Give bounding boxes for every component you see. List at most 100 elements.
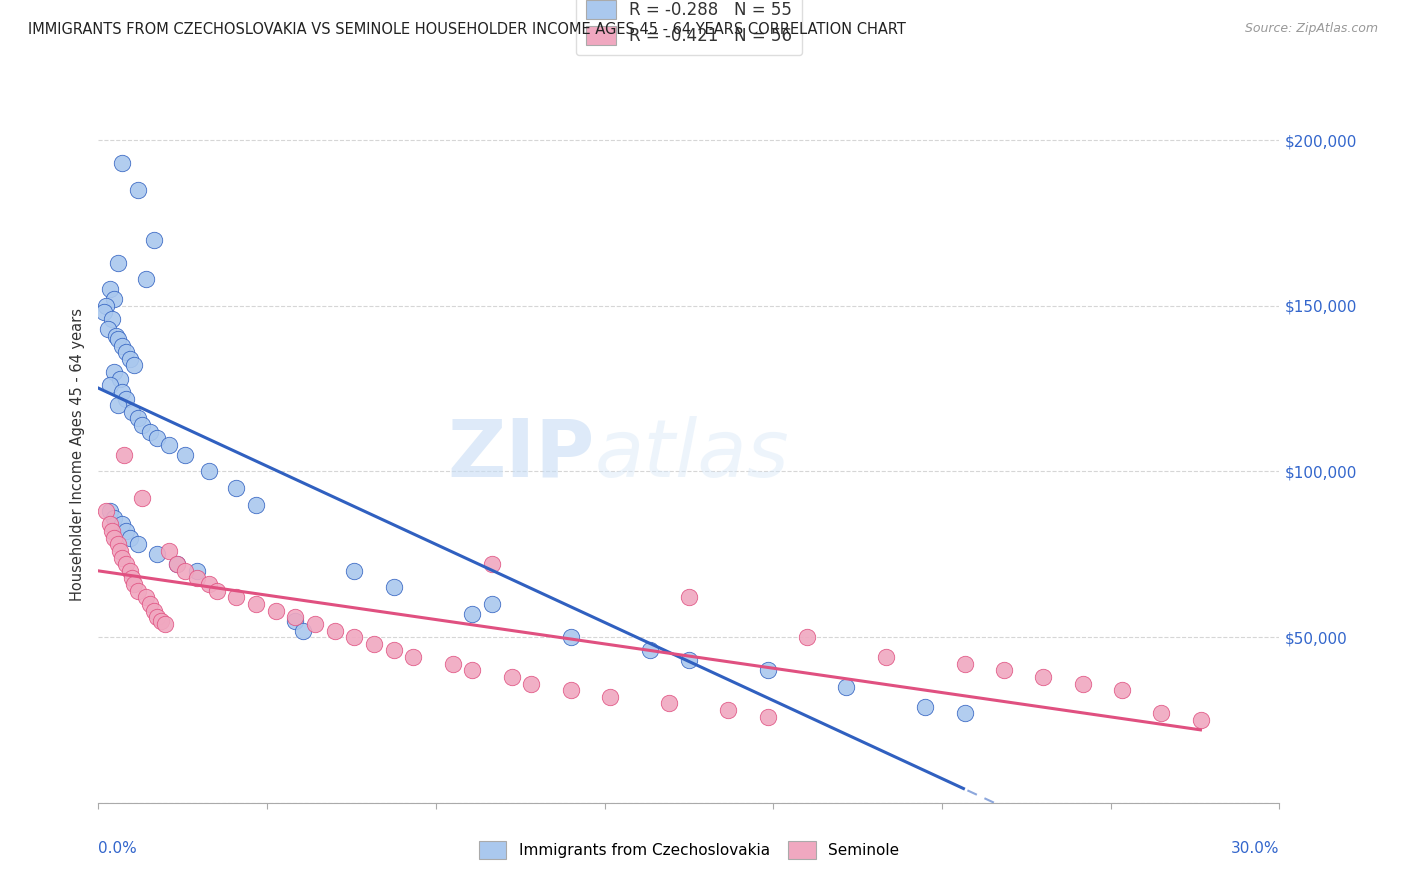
Point	[835, 680, 858, 694]
Point	[111, 156, 134, 170]
Point	[150, 614, 173, 628]
Point	[107, 537, 129, 551]
Point	[112, 448, 135, 462]
Point	[107, 256, 129, 270]
Point	[245, 498, 267, 512]
Point	[98, 504, 121, 518]
Point	[914, 699, 936, 714]
Point	[441, 657, 464, 671]
Point	[115, 524, 138, 538]
Point	[142, 233, 165, 247]
Point	[122, 577, 145, 591]
Point	[875, 650, 897, 665]
Point	[953, 657, 976, 671]
Point	[98, 517, 121, 532]
Point	[186, 570, 208, 584]
Point	[96, 299, 118, 313]
Point	[1189, 713, 1212, 727]
Point	[481, 597, 503, 611]
Point	[678, 591, 700, 605]
Point	[115, 392, 138, 406]
Text: atlas: atlas	[595, 416, 789, 494]
Point	[993, 663, 1015, 677]
Point	[131, 491, 153, 505]
Point	[197, 577, 219, 591]
Point	[501, 670, 523, 684]
Point	[118, 564, 141, 578]
Point	[174, 564, 197, 578]
Point	[101, 524, 124, 538]
Point	[1111, 683, 1133, 698]
Point	[343, 630, 366, 644]
Point	[93, 305, 115, 319]
Point	[953, 706, 976, 721]
Point	[197, 465, 219, 479]
Point	[98, 378, 121, 392]
Point	[658, 697, 681, 711]
Point	[96, 504, 118, 518]
Point	[245, 597, 267, 611]
Point	[481, 558, 503, 572]
Point	[105, 328, 128, 343]
Point	[127, 537, 149, 551]
Y-axis label: Householder Income Ages 45 - 64 years: Householder Income Ages 45 - 64 years	[70, 309, 86, 601]
Point	[107, 398, 129, 412]
Point	[343, 564, 366, 578]
Point	[111, 338, 134, 352]
Point	[520, 676, 543, 690]
Text: Source: ZipAtlas.com: Source: ZipAtlas.com	[1244, 22, 1378, 36]
Point	[97, 322, 120, 336]
Point	[717, 703, 740, 717]
Point	[111, 384, 134, 399]
Point	[225, 591, 247, 605]
Point	[1032, 670, 1054, 684]
Point	[225, 481, 247, 495]
Point	[127, 411, 149, 425]
Point	[560, 683, 582, 698]
Point	[304, 616, 326, 631]
Point	[107, 332, 129, 346]
Point	[461, 663, 484, 677]
Point	[98, 282, 121, 296]
Point	[284, 610, 307, 624]
Point	[101, 312, 124, 326]
Point	[135, 591, 157, 605]
Point	[118, 351, 141, 366]
Point	[115, 345, 138, 359]
Point	[1150, 706, 1173, 721]
Point	[115, 558, 138, 572]
Point	[103, 531, 125, 545]
Point	[796, 630, 818, 644]
Point	[127, 583, 149, 598]
Point	[363, 637, 385, 651]
Point	[382, 643, 405, 657]
Point	[157, 544, 180, 558]
Point	[118, 531, 141, 545]
Point	[560, 630, 582, 644]
Point	[108, 372, 131, 386]
Text: 0.0%: 0.0%	[98, 841, 138, 856]
Point	[108, 544, 131, 558]
Point	[166, 558, 188, 572]
Point	[186, 564, 208, 578]
Point	[155, 616, 177, 631]
Point	[138, 597, 160, 611]
Point	[292, 624, 315, 638]
Point	[122, 359, 145, 373]
Point	[638, 643, 661, 657]
Point	[402, 650, 425, 665]
Point	[131, 418, 153, 433]
Text: ZIP: ZIP	[447, 416, 595, 494]
Point	[146, 431, 169, 445]
Point	[121, 570, 143, 584]
Point	[157, 438, 180, 452]
Point	[142, 604, 165, 618]
Point	[756, 709, 779, 723]
Point	[146, 610, 169, 624]
Point	[284, 614, 307, 628]
Legend: Immigrants from Czechoslovakia, Seminole: Immigrants from Czechoslovakia, Seminole	[472, 835, 905, 864]
Point	[146, 547, 169, 561]
Point	[174, 448, 197, 462]
Point	[138, 425, 160, 439]
Point	[382, 581, 405, 595]
